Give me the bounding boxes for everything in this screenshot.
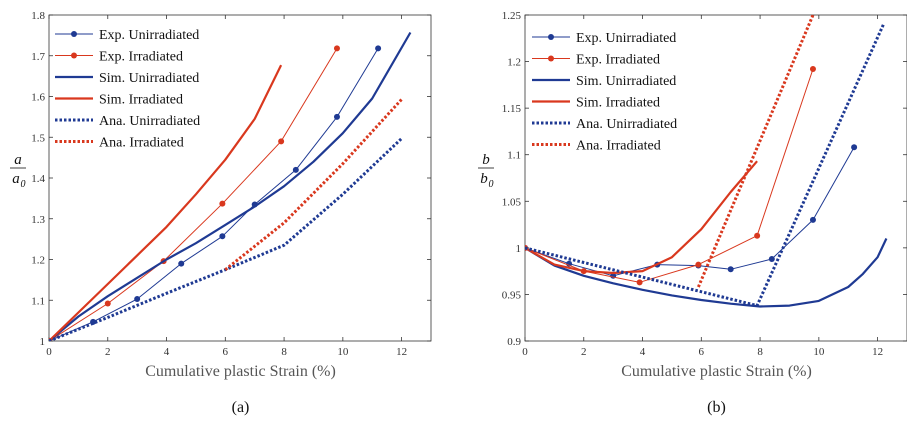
legend-marker xyxy=(71,31,77,37)
legend-label: Ana. Irradiated xyxy=(576,139,661,154)
plot-area xyxy=(49,31,412,341)
y-axis-label-denominator: a xyxy=(12,171,20,187)
plot-area xyxy=(525,15,888,308)
y-tick-label: 0.95 xyxy=(502,289,522,301)
data-point xyxy=(292,166,299,173)
y-tick-label: 1.2 xyxy=(507,57,521,69)
legend-label: Sim. Irradiated xyxy=(99,93,183,108)
x-tick-label: 10 xyxy=(337,346,349,358)
x-tick-label: 8 xyxy=(281,346,287,358)
y-tick-label: 1.15 xyxy=(502,103,522,115)
x-tick-label: 0 xyxy=(46,346,52,358)
data-point xyxy=(809,216,816,223)
data-point xyxy=(695,261,702,268)
y-tick-label: 0.9 xyxy=(507,336,521,348)
panel-a: 0 2 4 6 8 10 12 1 1.1 1.2 1.3 1.4 1.5 1.6 1.7 1.8 Cumula… xyxy=(10,10,432,416)
legend: Exp. Unirradiated Exp. Irradiated Sim. Uni… xyxy=(55,28,200,151)
legend-label: Sim. Unirradiated xyxy=(99,71,199,86)
data-point xyxy=(768,256,775,263)
y-axis-label-numerator: a xyxy=(14,152,22,168)
data-point xyxy=(104,300,111,307)
y-tick-label: 1 xyxy=(40,336,46,348)
data-point xyxy=(278,138,285,145)
data-point xyxy=(333,113,340,120)
legend: Exp. Unirradiated Exp. Irradiated Sim. Uni… xyxy=(532,31,677,154)
panel-caption: (b) xyxy=(707,399,726,416)
x-axis-label: Cumulative plastic Strain (%) xyxy=(621,363,812,380)
data-point xyxy=(134,296,141,303)
data-point xyxy=(754,232,761,239)
legend-marker xyxy=(548,55,554,62)
y-tick-label: 1.1 xyxy=(507,150,521,162)
data-point xyxy=(809,66,816,73)
x-tick-label: 8 xyxy=(757,346,763,358)
series-line-2 xyxy=(525,238,888,308)
series-line-4 xyxy=(49,137,403,341)
panel-caption: (a) xyxy=(232,399,250,416)
data-point xyxy=(851,144,858,151)
x-tick-label: 12 xyxy=(872,346,883,358)
series-line-0 xyxy=(525,147,855,277)
legend-label: Sim. Unirradiated xyxy=(576,74,676,89)
panel-b: 0 2 4 6 8 10 12 0.9 0.95 1 1.05 1.1 1.15 1.2 1.25 Cumul… xyxy=(478,10,907,416)
y-axis-label-subscript: 0 xyxy=(489,179,494,190)
data-point xyxy=(727,266,734,273)
series-line-3 xyxy=(49,64,283,341)
plot-frame xyxy=(524,14,907,342)
y-tick-label: 1.2 xyxy=(31,255,45,267)
data-point xyxy=(219,200,226,207)
y-tick-label: 1.7 xyxy=(31,51,45,63)
legend-label: Exp. Unirradiated xyxy=(99,28,199,43)
legend-marker xyxy=(548,34,554,40)
y-tick-label: 1.8 xyxy=(31,10,45,22)
x-tick-label: 2 xyxy=(105,346,111,358)
x-tick-label: 6 xyxy=(223,346,229,358)
x-tick-label: 10 xyxy=(813,346,825,358)
y-tick-label: 1 xyxy=(516,243,522,255)
y-axis-label-numerator: b xyxy=(482,152,490,168)
series-line-2 xyxy=(49,31,412,341)
x-axis-label: Cumulative plastic Strain (%) xyxy=(145,363,336,380)
data-point xyxy=(178,260,185,267)
x-tick-label: 4 xyxy=(164,346,170,358)
series-line-4 xyxy=(525,23,885,308)
series-line-5 xyxy=(224,98,403,271)
y-axis-label-denominator: b xyxy=(480,171,488,187)
series-line-5 xyxy=(697,15,815,288)
legend-label: Sim. Irradiated xyxy=(576,96,660,111)
data-point xyxy=(636,279,643,286)
legend-label: Exp. Unirradiated xyxy=(576,31,676,46)
series-line-1 xyxy=(525,68,814,283)
y-tick-label: 1.3 xyxy=(31,214,45,226)
series-line-1 xyxy=(49,48,338,341)
x-tick-label: 4 xyxy=(640,346,646,358)
x-tick-label: 6 xyxy=(699,346,705,358)
legend-label: Ana. Irradiated xyxy=(99,136,184,151)
legend-label: Exp. Irradiated xyxy=(576,53,660,68)
x-tick-label: 12 xyxy=(396,346,407,358)
legend-marker xyxy=(71,52,77,59)
y-tick-label: 1.6 xyxy=(31,92,45,104)
data-point xyxy=(333,45,340,52)
y-tick-label: 1.1 xyxy=(31,295,45,307)
y-tick-label: 1.4 xyxy=(31,173,45,185)
series-line-3 xyxy=(525,160,758,275)
y-tick-label: 1.05 xyxy=(502,196,522,208)
x-tick-label: 0 xyxy=(522,346,528,358)
data-point xyxy=(375,45,382,52)
legend-label: Exp. Irradiated xyxy=(99,50,183,65)
data-point xyxy=(219,233,226,240)
legend-label: Ana. Unirradiated xyxy=(99,114,200,129)
x-tick-label: 2 xyxy=(581,346,587,358)
y-axis-label-subscript: 0 xyxy=(21,179,26,190)
y-tick-label: 1.5 xyxy=(31,132,45,144)
legend-label: Ana. Unirradiated xyxy=(576,117,677,132)
y-tick-label: 1.25 xyxy=(502,10,522,22)
